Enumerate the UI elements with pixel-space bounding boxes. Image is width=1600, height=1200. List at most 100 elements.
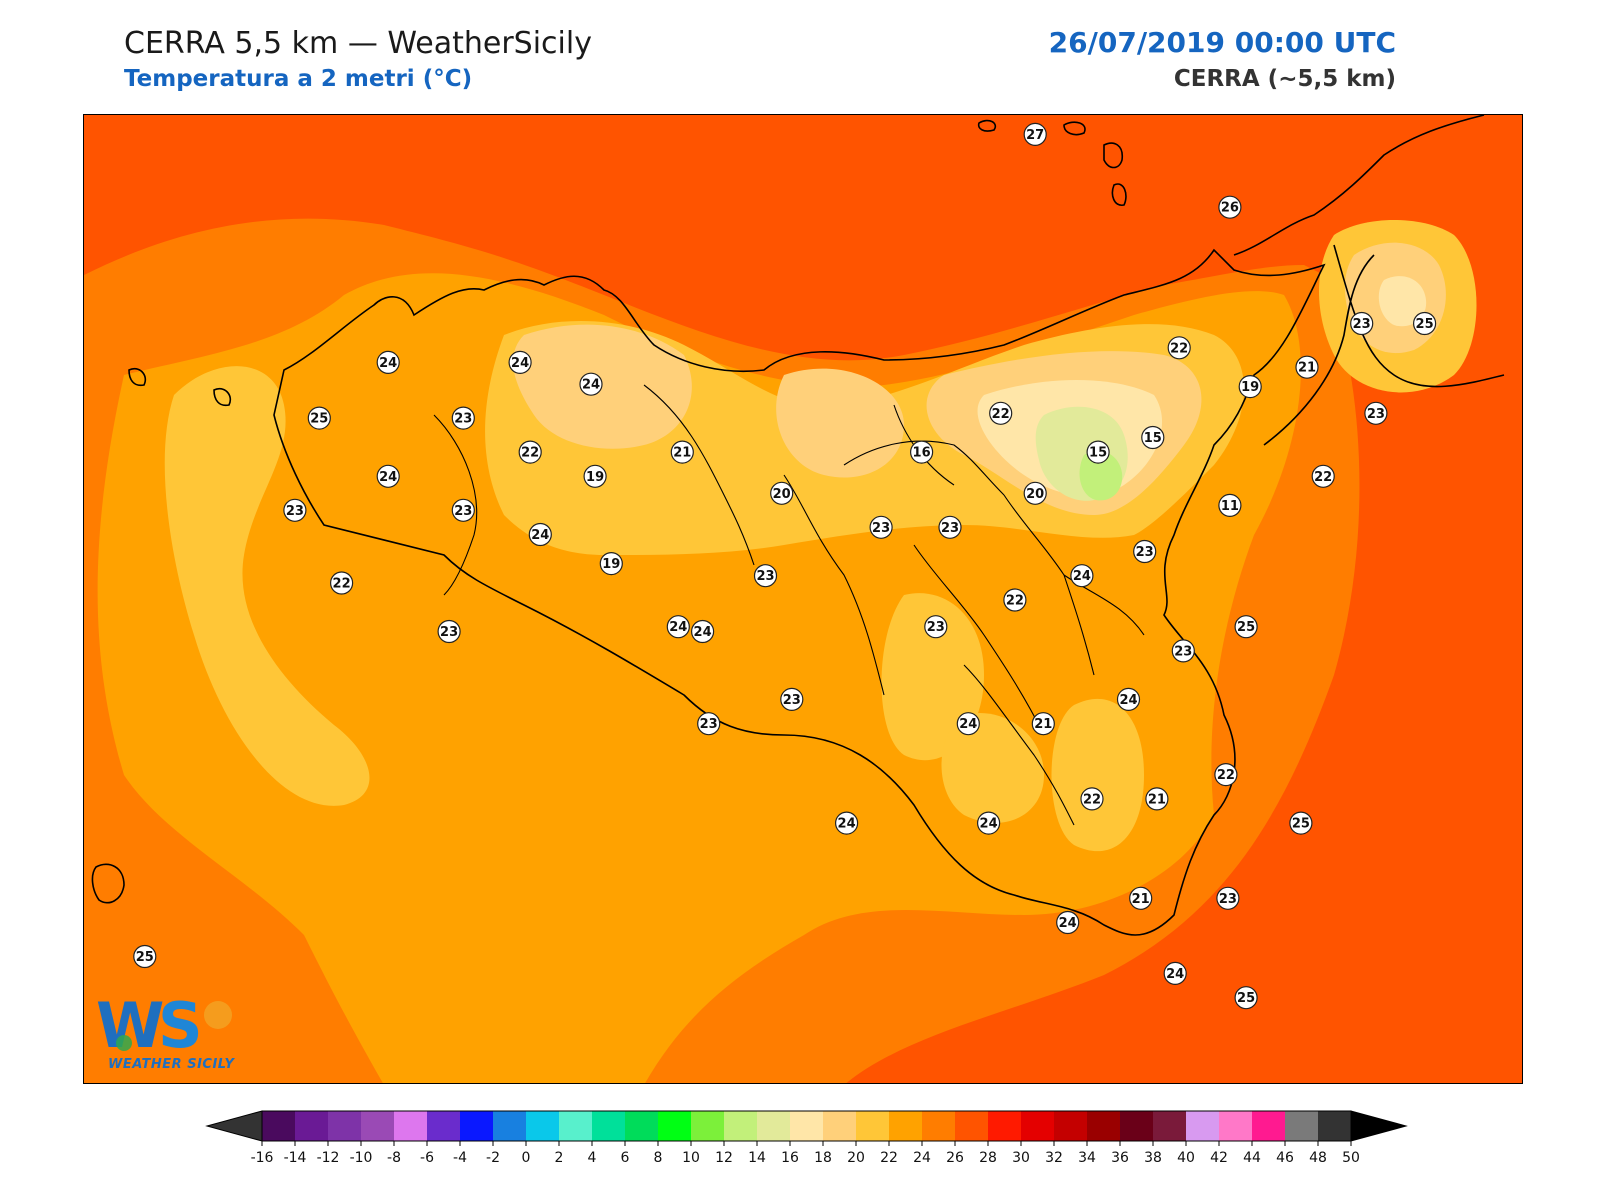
map-panel[interactable]: 27 26 25 23 22 21 19 23 22 15 15 16 22 20 11 20 23 23 23 24… [83,114,1523,1084]
station-marker [1238,375,1262,399]
station-label: 23 [437,619,461,644]
station-value: 15 [1144,431,1162,446]
band-20-22-south2 [941,713,1044,823]
station-value: 22 [1217,768,1235,783]
colorbar-tick-label: 8 [654,1150,663,1166]
station-label: 23 [1133,539,1157,564]
coastline-layer [91,115,1505,936]
station-marker [1289,811,1313,835]
colorbar-tick-label: 32 [1045,1150,1063,1166]
colorbar-cell [724,1111,758,1141]
station-marker [583,464,607,488]
colorbar-tick-label: 4 [588,1150,597,1166]
station-marker [1167,336,1191,360]
colorbar-tick-label: -2 [486,1150,500,1166]
station-value: 25 [136,950,154,965]
colorbar-cell [1186,1111,1220,1141]
station-label: 23 [869,515,893,539]
colorbar-max-arrow [1350,1110,1408,1142]
station-value: 23 [927,620,945,635]
station-marker [770,481,794,505]
station-value: 23 [454,504,472,519]
station-value: 24 [1059,916,1077,931]
station-value: 22 [521,446,539,461]
station-label: 24 [376,350,400,374]
station-marker [1214,762,1238,787]
colorbar-tick-label: -8 [387,1150,401,1166]
colorbar-cell [1285,1111,1319,1141]
station-label: 21 [1145,787,1169,811]
station-label: 23 [697,712,721,736]
station-marker [666,615,690,639]
station-label: 21 [1295,355,1319,379]
colorbar-tick-label: 50 [1342,1150,1360,1166]
station-label: 22 [989,401,1013,425]
station-value: 23 [941,521,959,536]
colorbar-cell [460,1111,494,1141]
station-marker [1080,787,1104,811]
station-label: 25 [1412,311,1437,336]
station-value: 21 [1298,361,1316,376]
station-marker [1311,464,1335,488]
station-marker [956,712,980,736]
station-marker [451,406,475,430]
colorbar-cell [1219,1111,1253,1141]
colorbar-tick-label: -14 [284,1150,307,1166]
station-marker [989,401,1013,425]
colorbar-tick-label: 34 [1078,1150,1096,1166]
station-value: 22 [1006,594,1024,609]
station-value: 25 [1237,991,1255,1006]
station-value: 19 [586,470,604,485]
colorbar-tick-label: 38 [1144,1150,1162,1166]
station-value: 25 [310,412,328,427]
station-marker [1023,481,1047,505]
colorbar-cell [757,1111,791,1141]
station-label: 22 [330,571,354,595]
station-marker [599,552,623,576]
station-value: 24 [959,717,977,732]
colorbar-outline [261,1110,1352,1142]
station-value: 24 [838,817,856,832]
station-marker [1218,195,1242,219]
station-label: 21 [1031,712,1055,736]
colorbar-cell [592,1111,626,1141]
colorbar-tick-label: 36 [1111,1150,1129,1166]
colorbar-cell [1021,1111,1055,1141]
temperature-map: 27 26 25 23 22 21 19 23 22 15 15 16 22 20 11 20 23 23 23 24… [84,115,1505,1083]
station-label: 25 [307,406,331,430]
station-label: 24 [508,350,532,374]
station-marker [437,619,461,644]
map-subtitle: Temperatura a 2 metri (°C) [124,66,473,92]
colorbar-tick-label: 12 [715,1150,733,1166]
station-value: 26 [1221,201,1239,216]
station-label: 15 [1086,440,1110,464]
station-marker [307,406,331,430]
station-marker [1218,493,1242,517]
station-value: 20 [1026,487,1044,502]
station-label: 23 [1364,401,1388,425]
station-marker [780,687,804,712]
colorbar-ticks: -16 -14 -12 -10 -8 -6 -4 -2 0 2 4 6 8 10 12 14 16 18 20 22 2… [251,1141,1360,1166]
station-value: 23 [756,569,774,584]
colorbar-tick-label: -10 [350,1150,373,1166]
station-marker [753,564,778,588]
station-label: 24 [1116,687,1141,712]
colorbar-tick-label: 48 [1309,1150,1327,1166]
colorbar-tick-label: 2 [555,1150,564,1166]
station-value: 23 [454,412,472,427]
colorbar-tick-label: 26 [946,1150,964,1166]
station-marker [1412,311,1437,336]
colorbar-tick-label: -12 [317,1150,340,1166]
station-label: 24 [528,522,552,547]
station-label: 24 [690,619,715,644]
station-marker [834,811,859,835]
station-value: 23 [286,504,304,519]
station-value: 23 [1174,644,1192,659]
aeolian-islands [977,119,1127,206]
station-label: 26 [1218,195,1242,219]
station-marker [1145,787,1169,811]
station-label: 19 [599,552,623,576]
station-value: 21 [1148,792,1166,807]
colorbar-cells [205,1110,1408,1142]
egadi-islands [128,367,232,407]
